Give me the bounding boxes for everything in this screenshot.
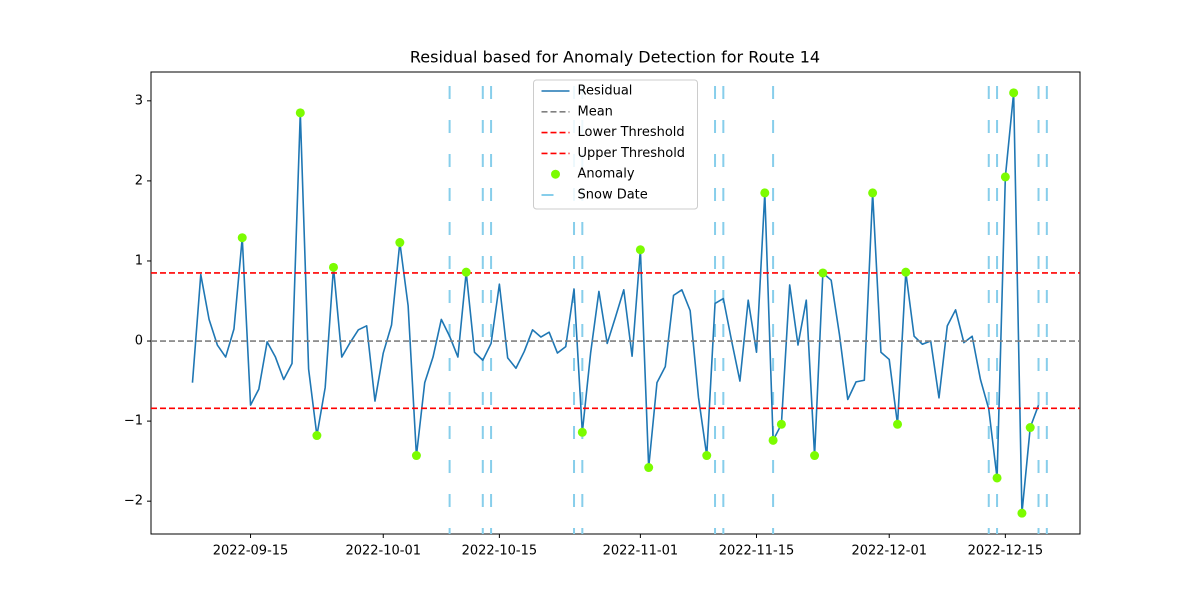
y-tick-label: 2 [135, 173, 143, 188]
anomaly-point [992, 473, 1002, 483]
anomaly-point [312, 431, 322, 441]
anomaly-point [893, 419, 903, 429]
anomaly-point [818, 268, 828, 278]
legend-label: Upper Threshold [578, 146, 686, 161]
legend-label: Anomaly [578, 167, 635, 182]
plot-area [150, 71, 1081, 535]
anomaly-point [395, 238, 405, 248]
legend-label: Lower Threshold [578, 125, 685, 140]
y-tick-label: 1 [135, 253, 143, 268]
x-tick-label: 2022-11-01 [603, 544, 679, 559]
anomaly-point [901, 267, 911, 277]
anomaly-point [1017, 508, 1027, 518]
anomaly-point [776, 419, 786, 429]
x-tick-label: 2022-11-15 [719, 544, 795, 559]
anomaly-point [577, 427, 587, 437]
anomaly-point [295, 108, 305, 118]
anomaly-point [868, 188, 878, 198]
x-tick-label: 2022-10-15 [462, 544, 538, 559]
x-tick-label: 2022-10-01 [345, 544, 421, 559]
y-tick-label: 3 [135, 93, 143, 108]
x-tick-label: 2022-12-01 [851, 544, 927, 559]
x-tick-label: 2022-09-15 [213, 544, 289, 559]
anomaly-point [461, 267, 471, 277]
y-tick-label: −2 [124, 494, 143, 509]
x-tick-label: 2022-12-15 [968, 544, 1044, 559]
anomaly-point [328, 262, 338, 272]
anomaly-point [760, 188, 770, 198]
anomaly-point [1009, 88, 1019, 98]
y-tick-label: −1 [124, 414, 143, 429]
y-tick-label: 0 [135, 334, 143, 349]
anomaly-point [237, 233, 247, 243]
legend-swatch [551, 169, 560, 179]
legend: Residual Mean Lower Threshold Upper Thresho… [533, 79, 698, 210]
legend-box [533, 79, 698, 210]
anomaly-point [702, 451, 712, 461]
anomaly-point [411, 451, 421, 461]
anomaly-point [635, 245, 645, 255]
legend-label: Mean [578, 104, 613, 119]
chart-title: Residual based for Anomaly Detection for… [410, 48, 820, 67]
anomaly-point [768, 435, 778, 445]
anomaly-point [644, 463, 654, 473]
anomaly-point [810, 451, 820, 461]
legend-label: Snow Date [578, 188, 648, 203]
legend-label: Residual [578, 84, 633, 99]
anomaly-point [1025, 423, 1035, 433]
anomaly-point [1000, 172, 1010, 182]
